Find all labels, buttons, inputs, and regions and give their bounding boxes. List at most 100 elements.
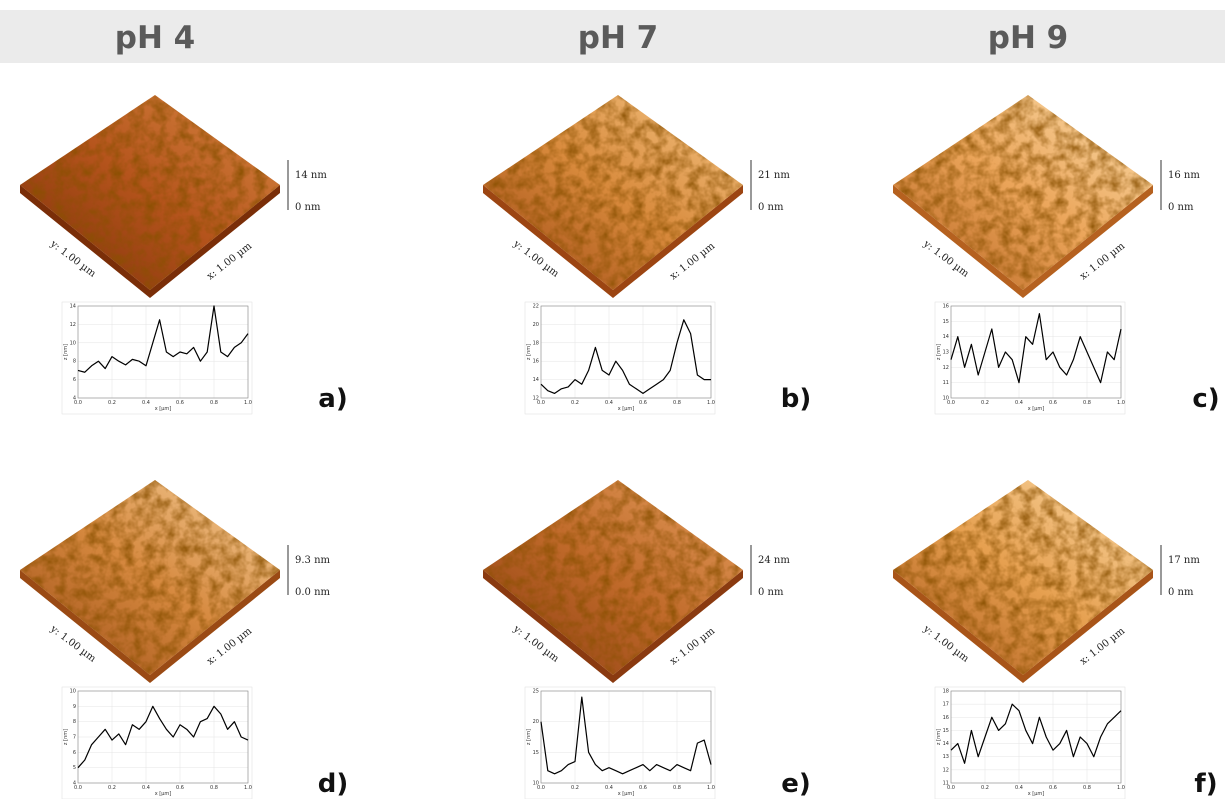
- z-min-label: 0 nm: [1168, 587, 1194, 598]
- x-tick-label: 0.2: [981, 785, 989, 791]
- x-axis-label: x [µm]: [155, 406, 172, 412]
- y-tick-label: 11: [943, 380, 949, 386]
- x-tick-label: 0.0: [947, 400, 955, 406]
- x-tick-label: 0.4: [1015, 785, 1023, 791]
- x-tick-label: 0.8: [210, 785, 218, 791]
- x-tick-label: 0.6: [639, 785, 647, 791]
- x-tick-label: 0.4: [142, 400, 150, 406]
- column-title: pH 7: [578, 20, 659, 56]
- z-min-label: 0 nm: [758, 587, 784, 598]
- panel-letter: f): [1194, 769, 1217, 799]
- x-tick-label: 1.0: [1117, 785, 1125, 791]
- y-tick-label: 18: [533, 340, 539, 346]
- figure: pH 4 pH 7 pH 9 14 nm0 nmy: 1.00 µmx: 1.0…: [0, 0, 1225, 799]
- x-tick-label: 0.6: [1049, 400, 1057, 406]
- y-tick-label: 22: [533, 304, 539, 310]
- x-tick-label: 0.8: [673, 400, 681, 406]
- x-tick-label: 0.6: [1049, 785, 1057, 791]
- x-tick-label: 0.6: [176, 785, 184, 791]
- x-tick-label: 1.0: [707, 400, 715, 406]
- x-tick-label: 0.8: [1083, 785, 1091, 791]
- x-tick-label: 0.0: [74, 400, 82, 406]
- x-axis-label: x [µm]: [155, 791, 172, 797]
- x-tick-label: 0.2: [108, 400, 116, 406]
- x-axis-label: x [µm]: [618, 791, 635, 797]
- surface-texture: [893, 95, 1153, 290]
- y-tick-label: 14: [943, 741, 949, 747]
- surface-texture: [483, 95, 743, 290]
- x-tick-label: 0.0: [537, 785, 545, 791]
- plot-frame: [525, 302, 715, 414]
- y-tick-label: 16: [943, 715, 949, 721]
- x-tick-label: 0.2: [108, 785, 116, 791]
- y-tick-label: 16: [943, 304, 949, 310]
- plot-frame: [62, 302, 252, 414]
- panel-letter: e): [781, 769, 811, 799]
- plot-frame: [935, 687, 1125, 799]
- y-axis-label: z [nm]: [526, 729, 532, 745]
- y-tick-label: 8: [73, 719, 76, 725]
- panel-letter: d): [318, 769, 349, 799]
- x-tick-label: 0.0: [947, 785, 955, 791]
- x-tick-label: 0.2: [571, 400, 579, 406]
- x-tick-label: 1.0: [707, 785, 715, 791]
- x-axis-label: x [µm]: [618, 406, 635, 412]
- x-tick-label: 1.0: [244, 785, 252, 791]
- y-tick-label: 13: [943, 754, 949, 760]
- x-tick-label: 0.0: [537, 400, 545, 406]
- y-tick-label: 6: [73, 377, 76, 383]
- column-title: pH 4: [115, 20, 196, 56]
- z-max-label: 17 nm: [1168, 555, 1200, 566]
- z-max-label: 14 nm: [295, 170, 327, 181]
- y-tick-label: 15: [943, 728, 949, 734]
- z-min-label: 0 nm: [1168, 202, 1194, 213]
- y-tick-label: 15: [533, 750, 539, 756]
- plot-frame: [525, 687, 715, 799]
- x-tick-label: 0.8: [1083, 400, 1091, 406]
- panel-letter: c): [1192, 384, 1219, 414]
- y-tick-label: 5: [73, 765, 76, 771]
- panel-letter: b): [781, 384, 812, 414]
- y-axis-label: z [nm]: [526, 344, 532, 360]
- x-tick-label: 1.0: [1117, 400, 1125, 406]
- x-tick-label: 0.4: [1015, 400, 1023, 406]
- z-min-label: 0 nm: [295, 202, 321, 213]
- y-tick-label: 13: [943, 350, 949, 356]
- y-axis-label: z [nm]: [63, 729, 69, 745]
- x-tick-label: 0.6: [176, 400, 184, 406]
- panel-letter: a): [318, 384, 347, 414]
- y-tick-label: 20: [533, 322, 539, 328]
- y-tick-label: 16: [533, 359, 539, 365]
- surface-texture: [20, 95, 280, 290]
- y-tick-label: 18: [943, 689, 949, 695]
- y-tick-label: 12: [70, 322, 76, 328]
- y-tick-label: 10: [70, 689, 76, 695]
- y-axis-label: z [nm]: [936, 729, 942, 745]
- surface-texture: [483, 480, 743, 675]
- x-tick-label: 0.2: [981, 400, 989, 406]
- x-tick-label: 0.8: [673, 785, 681, 791]
- y-tick-label: 14: [70, 304, 76, 310]
- y-tick-label: 12: [943, 365, 949, 371]
- x-tick-label: 0.4: [142, 785, 150, 791]
- y-axis-label: z [nm]: [936, 344, 942, 360]
- x-tick-label: 0.4: [605, 400, 613, 406]
- y-tick-label: 9: [73, 704, 76, 710]
- y-tick-label: 12: [943, 767, 949, 773]
- z-max-label: 24 nm: [758, 555, 790, 566]
- x-tick-label: 0.6: [639, 400, 647, 406]
- y-tick-label: 10: [70, 340, 76, 346]
- z-min-label: 0.0 nm: [295, 587, 331, 598]
- z-min-label: 0 nm: [758, 202, 784, 213]
- y-tick-label: 14: [533, 377, 539, 383]
- x-axis-label: x [µm]: [1028, 791, 1045, 797]
- x-tick-label: 0.8: [210, 400, 218, 406]
- x-tick-label: 1.0: [244, 400, 252, 406]
- z-max-label: 16 nm: [1168, 170, 1200, 181]
- x-tick-label: 0.0: [74, 785, 82, 791]
- y-tick-label: 14: [943, 334, 949, 340]
- surface-texture: [893, 480, 1153, 675]
- z-max-label: 21 nm: [758, 170, 790, 181]
- plot-frame: [62, 687, 252, 799]
- column-title: pH 9: [988, 20, 1069, 56]
